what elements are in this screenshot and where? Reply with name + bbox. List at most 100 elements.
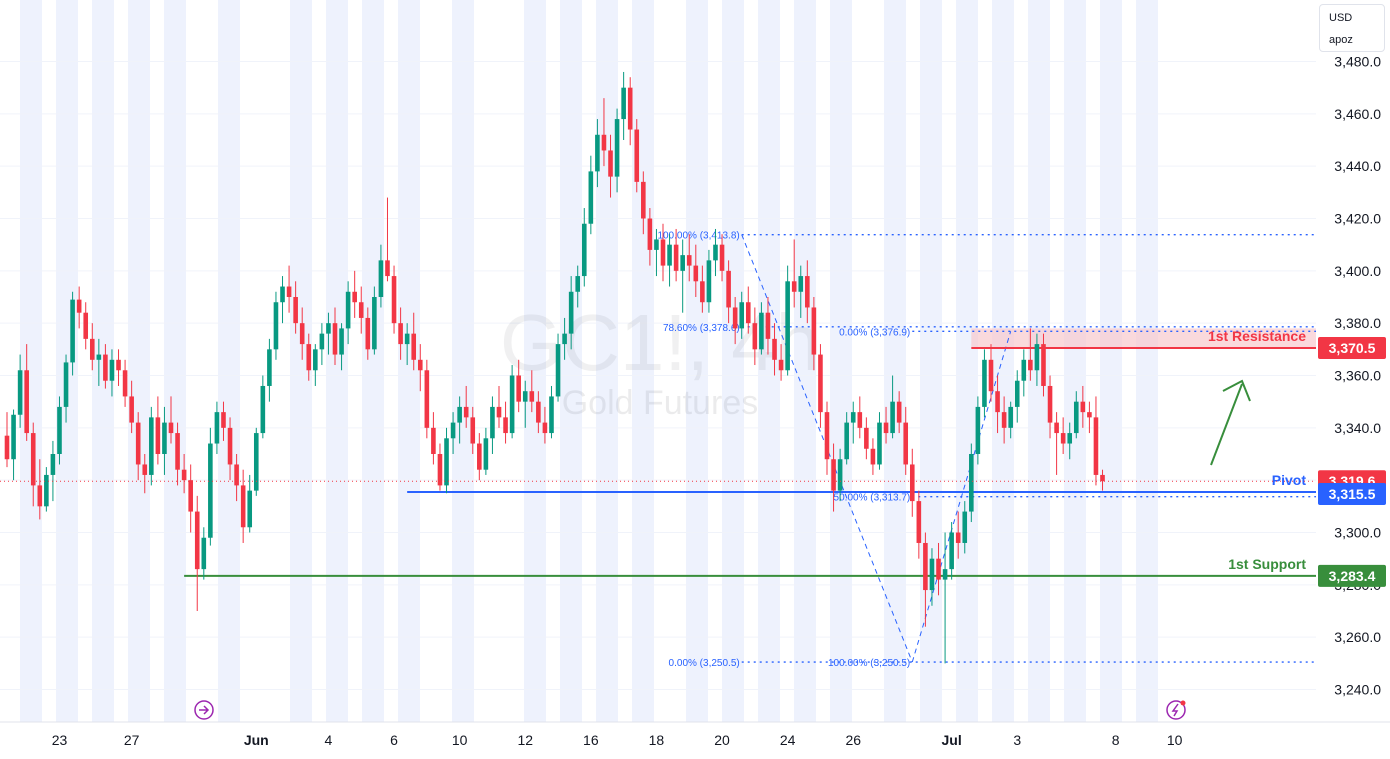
candle-19 [129, 380, 134, 434]
candle-41 [273, 291, 279, 360]
candle-body [969, 454, 974, 512]
candle-body [70, 299, 75, 363]
candle-33 [221, 401, 226, 441]
candle-85 [562, 317, 567, 360]
candle-body [864, 427, 869, 449]
candle-147 [969, 443, 974, 523]
candle-164 [1080, 385, 1086, 428]
candle-body [805, 276, 810, 308]
resistance-price-tag-text: 3,370.5 [1329, 340, 1376, 356]
candle-132 [870, 438, 876, 475]
candle-body [759, 312, 764, 350]
candle-body [660, 239, 666, 266]
candle-body [345, 291, 351, 329]
y-tick-label-7: 3,380.0 [1334, 315, 1381, 331]
candle-124 [818, 344, 823, 428]
candle-body [542, 422, 548, 434]
candle-body [955, 532, 961, 543]
fib-trend-line-0[interactable] [741, 234, 913, 663]
candle-body [647, 218, 653, 250]
candle-45 [299, 307, 305, 360]
session-band-8 [362, 0, 384, 722]
candle-48 [319, 323, 325, 366]
candle-108 [713, 228, 718, 277]
candle-150 [988, 344, 994, 402]
candle-165 [1087, 401, 1092, 434]
candle-body [50, 454, 56, 475]
resistance-price-tag-bg [1318, 337, 1386, 360]
pivot-price-tag[interactable]: 3,315.5 [1318, 482, 1386, 505]
arrow-shaft[interactable] [1210, 383, 1243, 466]
candle-body [614, 119, 620, 177]
candle-body [785, 281, 790, 371]
fib-level-label-1: 78.60% (3,378.6) [663, 323, 740, 334]
support-price-tag[interactable]: 3,283.4 [1318, 564, 1386, 587]
candle-body [116, 359, 121, 371]
candle-22 [149, 406, 154, 486]
candle-body [752, 323, 758, 350]
candle-body [162, 422, 167, 454]
session-bands [20, 0, 1158, 722]
candle-99 [654, 228, 659, 277]
candle-body [1041, 344, 1046, 386]
candle-127 [837, 448, 843, 502]
x-tick-label-1: 27 [124, 732, 140, 748]
candle-141 [929, 548, 935, 606]
candle-117 [772, 323, 777, 376]
resistance-price-tag[interactable]: 3,370.5 [1318, 337, 1386, 360]
currency-selector[interactable]: USD apoz [1319, 4, 1385, 52]
candle-body [1021, 359, 1027, 381]
candle-body [1001, 412, 1007, 428]
candle-body [995, 391, 1000, 413]
candle-125 [824, 401, 830, 475]
session-band-22 [956, 0, 978, 722]
candle-body [700, 281, 705, 303]
arrow-head[interactable] [1222, 379, 1251, 402]
candle-body [667, 244, 672, 266]
y-tick-label-9: 3,420.0 [1334, 211, 1381, 227]
candle-body [896, 401, 902, 423]
candle-145 [955, 511, 961, 559]
candle-body [693, 265, 699, 282]
candle-44 [293, 281, 298, 334]
candle-body [962, 511, 968, 543]
candle-8 [57, 396, 62, 465]
candle-6 [44, 467, 49, 512]
candle-body [575, 276, 581, 292]
candle-1 [11, 409, 16, 481]
candle-3 [24, 344, 29, 441]
x-tick-label-7: 16 [583, 732, 599, 748]
candle-21 [142, 454, 148, 494]
candle-body [857, 412, 863, 428]
grid [0, 61, 1316, 690]
candle-body [385, 260, 390, 277]
trend-arrow[interactable] [1210, 379, 1251, 466]
candle-92 [608, 134, 613, 198]
price-axis[interactable]: 3,240.03,260.03,280.03,300.03,320.03,340… [1318, 54, 1386, 698]
candle-body [680, 255, 685, 271]
session-break-icon [194, 700, 214, 720]
candle-115 [759, 302, 764, 355]
candle-17 [116, 349, 121, 386]
candle-body [391, 276, 397, 324]
price-levels[interactable]: 1st Resistance Pivot 1st Support [184, 328, 1316, 577]
candle-4 [30, 422, 36, 507]
candle-28 [188, 464, 193, 533]
candle-112 [739, 291, 745, 339]
candle-body [844, 422, 849, 460]
candle-101 [667, 234, 672, 287]
candle-body [949, 532, 954, 570]
candle-body [4, 435, 10, 460]
candle-60 [398, 307, 403, 360]
fibonacci-tool[interactable]: 100.00% (3,413.8) 78.60% (3,378.6) 0.00% (… [657, 231, 1316, 669]
candle-86 [568, 276, 574, 350]
session-band-7 [326, 0, 348, 722]
candle-24 [162, 406, 167, 475]
candle-14 [96, 338, 102, 386]
candle-body [824, 412, 830, 460]
time-axis[interactable]: 23 27 Jun 4 6 10 12 16 18 20 24 26 Jul 3 8 10 [0, 721, 1390, 748]
support-price-tag-bg [1318, 564, 1386, 587]
candle-13 [89, 323, 95, 371]
candle-body [293, 297, 298, 324]
